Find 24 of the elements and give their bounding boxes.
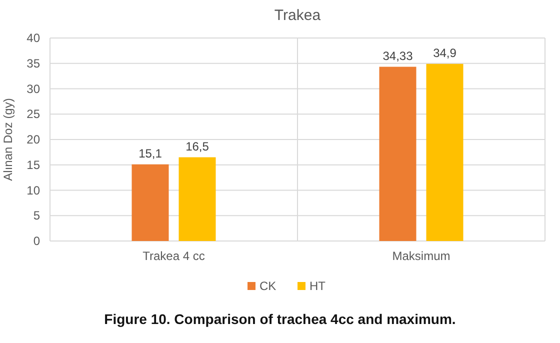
y-tick-label: 5 (33, 208, 40, 223)
legend-label: HT (310, 279, 326, 293)
y-tick-label: 25 (26, 107, 40, 122)
y-tick-label: 30 (26, 82, 40, 96)
data-label: 34,9 (433, 46, 457, 60)
data-label: 34,33 (382, 48, 414, 63)
data-label: 15,1 (138, 146, 162, 160)
y-tick-label: 35 (26, 56, 40, 70)
x-tick-label: Maksimum (392, 249, 450, 263)
bar (379, 66, 416, 241)
data-label: 16,5 (186, 139, 210, 154)
y-tick-label: 0 (33, 234, 40, 248)
y-tick-label: 15 (26, 158, 40, 172)
bar (178, 157, 216, 241)
y-tick-label: 20 (26, 132, 40, 146)
chart-title: Trakea (274, 7, 322, 24)
y-tick-label: 10 (26, 183, 40, 198)
y-tick-label: 40 (26, 31, 40, 45)
bar (132, 164, 169, 241)
y-axis-title: Alınan Doz (gy) (1, 98, 15, 181)
x-tick-label: Trakea 4 cc (142, 249, 205, 263)
legend-label: CK (260, 279, 276, 293)
caption: Figure 10. Comparison of trachea 4cc and maximum. (104, 311, 456, 327)
bar (426, 64, 464, 241)
